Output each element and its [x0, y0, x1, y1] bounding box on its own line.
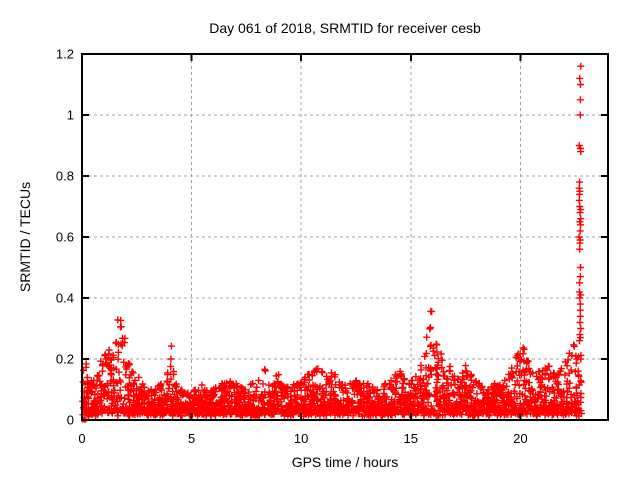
x-axis-label: GPS time / hours [292, 454, 399, 470]
y-tick-label: 0 [67, 413, 74, 428]
y-tick-label: 0.6 [56, 230, 74, 245]
x-tick-label: 10 [294, 431, 308, 446]
x-tick-label: 0 [78, 431, 85, 446]
chart-area: 0 5 10 15 20 0 0.2 0.4 0.6 0.8 1 1.2 [56, 47, 609, 446]
chart-title: Day 061 of 2018, SRMTID for receiver ces… [209, 20, 481, 36]
y-tick-label: 1 [67, 108, 74, 123]
scatter-points [79, 62, 585, 420]
y-tick-label: 0.4 [56, 291, 74, 306]
y-tick-label: 0.8 [56, 169, 74, 184]
x-tick-label: 15 [404, 431, 418, 446]
x-tick-label: 20 [513, 431, 527, 446]
y-axis-label: SRMTID / TECUs [17, 182, 33, 292]
x-tick-label: 5 [188, 431, 195, 446]
y-tick-label: 1.2 [56, 47, 74, 62]
y-tick-label: 0.2 [56, 352, 74, 367]
